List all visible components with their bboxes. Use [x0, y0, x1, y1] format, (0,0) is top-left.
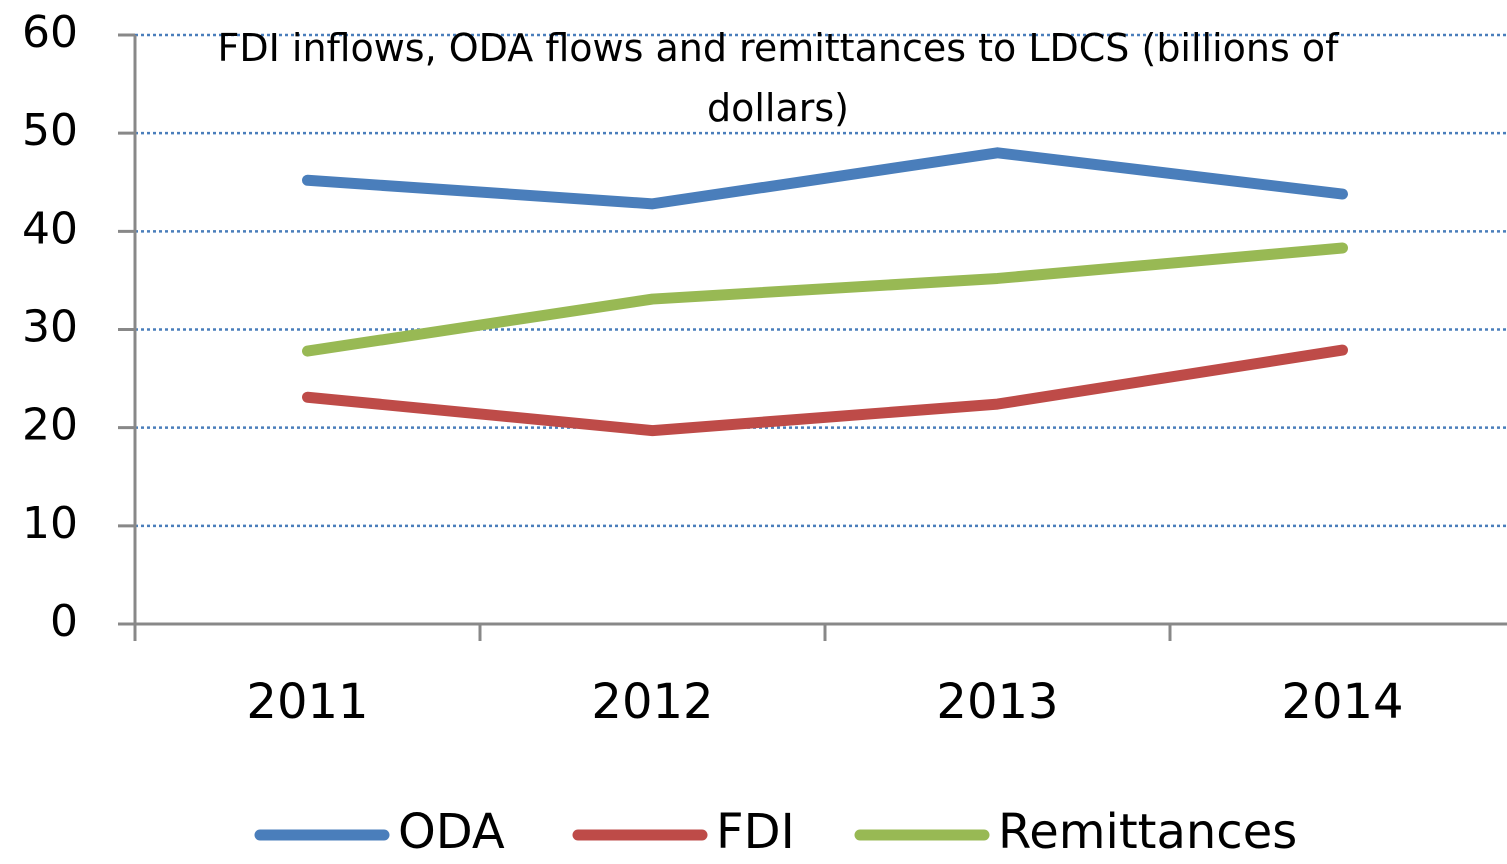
legend-label: ODA — [398, 804, 505, 860]
x-tick-label: 2014 — [1281, 674, 1403, 730]
line-series — [302, 344, 1348, 437]
y-tick-label: 30 — [22, 302, 78, 353]
y-tick-label: 40 — [22, 203, 78, 254]
line-series — [302, 242, 1348, 357]
y-tick-label: 50 — [22, 105, 78, 156]
line-series — [302, 147, 1348, 210]
legend-label: FDI — [716, 804, 795, 860]
y-tick-label: 20 — [22, 400, 78, 451]
y-tick-label: 0 — [50, 596, 78, 647]
legend-label: Remittances — [998, 804, 1297, 860]
x-tick-label: 2013 — [936, 674, 1058, 730]
y-tick-label: 60 — [22, 7, 78, 58]
y-tick-label: 10 — [22, 498, 78, 549]
chart-title: FDI inflows, ODA flows and remittances t… — [217, 26, 1339, 130]
x-tick-label: 2011 — [246, 674, 368, 730]
x-tick-label: 2012 — [591, 674, 713, 730]
